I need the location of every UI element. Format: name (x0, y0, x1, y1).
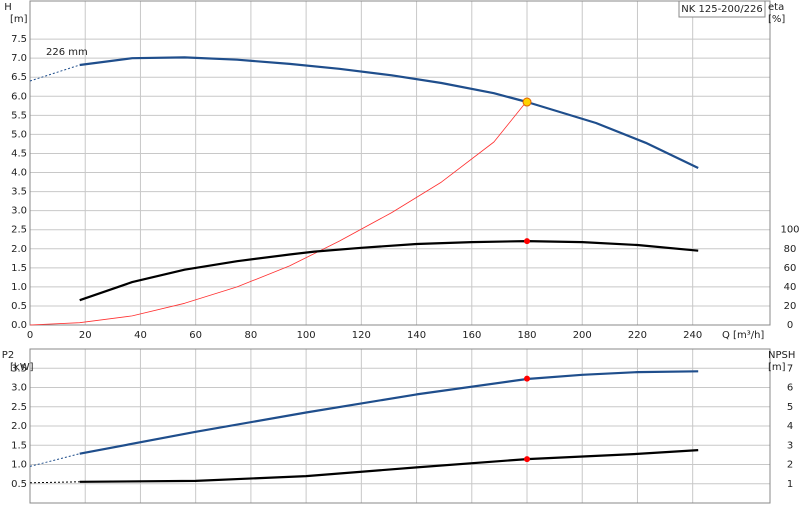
x-tick-label: 160 (462, 330, 481, 341)
curve (79, 240, 699, 302)
y-tick-label: 1.5 (11, 263, 27, 274)
y-tick-label: 2.0 (11, 244, 27, 255)
y-tick-label: 1.0 (11, 460, 27, 471)
y2-axis-label: [%] (768, 14, 785, 25)
chart-title: NK 125-200/226 (681, 4, 762, 15)
x-tick-label: 140 (407, 330, 426, 341)
y2-tick-label: 4 (787, 421, 793, 432)
y2-tick-label: 100 (780, 225, 799, 236)
curve (79, 56, 699, 169)
y-axis-label: [kW] (10, 362, 34, 373)
y-axis-label: P2 (2, 350, 14, 361)
x-tick-label: 120 (352, 330, 371, 341)
y2-axis-label: [m] (768, 362, 786, 373)
y-tick-label: 0.0 (11, 320, 27, 331)
operating-point (524, 375, 531, 382)
y-axis-label: H (4, 2, 12, 13)
y-tick-label: 7.0 (11, 53, 27, 64)
curve (29, 100, 528, 326)
y2-tick-label: 20 (784, 301, 797, 312)
y2-axis-label: eta (768, 2, 784, 13)
y2-tick-label: 60 (784, 263, 797, 274)
x-tick-label: 80 (245, 330, 258, 341)
y2-tick-label: 40 (784, 282, 797, 293)
y2-tick-label: 2 (787, 460, 793, 471)
y-tick-label: 3.5 (11, 187, 27, 198)
y-tick-label: 0.5 (11, 479, 27, 490)
y-tick-label: 0.5 (11, 301, 27, 312)
plot-frame (29, 348, 771, 504)
y-axis-label: [m] (10, 14, 28, 25)
y-tick-label: 4.5 (11, 148, 27, 159)
x-tick-label: 100 (297, 330, 316, 341)
y2-tick-label: 1 (787, 479, 793, 490)
x-tick-label: 60 (189, 330, 202, 341)
curve (29, 481, 80, 484)
operating-point (524, 238, 531, 245)
y-tick-label: 1.5 (11, 440, 27, 451)
y-tick-label: 6.0 (11, 91, 27, 102)
curve (79, 449, 699, 483)
curve (79, 370, 699, 455)
y-tick-label: 5.5 (11, 110, 27, 121)
y2-tick-label: 5 (787, 402, 793, 413)
y-tick-label: 1.0 (11, 282, 27, 293)
y-tick-label: 2.5 (11, 225, 27, 236)
y-tick-label: 2.0 (11, 421, 27, 432)
x-axis-label: Q [m³/h] (722, 330, 764, 341)
y-tick-label: 3.0 (11, 383, 27, 394)
x-tick-label: 20 (79, 330, 92, 341)
x-tick-label: 240 (683, 330, 702, 341)
y-tick-label: 3.5 (11, 363, 27, 374)
operating-point (522, 97, 532, 107)
y2-tick-label: 3 (787, 440, 793, 451)
y-tick-label: 6.5 (11, 72, 27, 83)
x-tick-label: 40 (134, 330, 147, 341)
title-box (678, 0, 766, 18)
curve (29, 453, 80, 467)
plot-frame (29, 0, 771, 326)
annotation: 226 mm (46, 47, 88, 58)
y2-tick-label: 7 (787, 363, 793, 374)
y-tick-label: 3.0 (11, 206, 27, 217)
operating-point (524, 456, 531, 463)
y2-tick-label: 0 (787, 320, 793, 331)
y2-axis-label: NPSH (768, 350, 795, 361)
x-tick-label: 220 (628, 330, 647, 341)
y2-tick-label: 80 (784, 244, 797, 255)
y-tick-label: 5.0 (11, 129, 27, 140)
y-tick-label: 4.0 (11, 168, 27, 179)
x-tick-label: 0 (27, 330, 33, 341)
y2-tick-label: 6 (787, 383, 793, 394)
curve (29, 64, 80, 82)
y-tick-label: 2.5 (11, 402, 27, 413)
x-tick-label: 200 (573, 330, 592, 341)
y-tick-label: 7.5 (11, 34, 27, 45)
x-tick-label: 180 (517, 330, 536, 341)
